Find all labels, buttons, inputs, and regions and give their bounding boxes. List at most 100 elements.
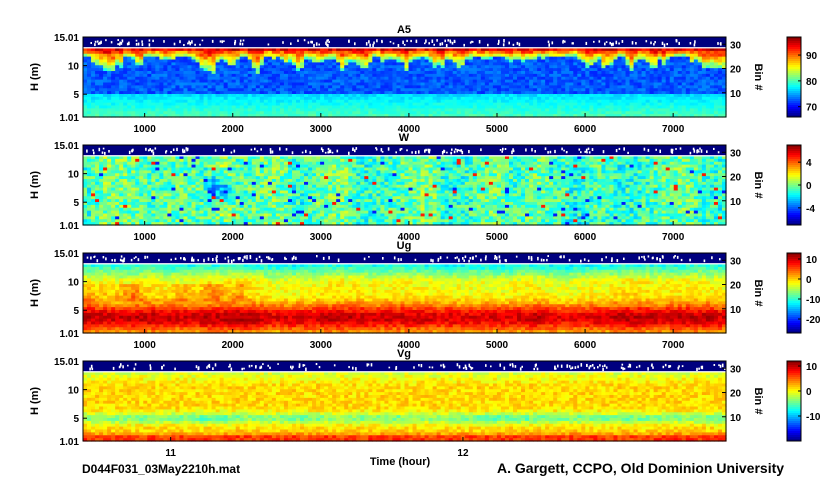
heatmap-cell <box>191 94 197 98</box>
heatmap-cell <box>235 105 241 109</box>
heatmap-cell <box>713 65 719 69</box>
heatmap-cell <box>223 222 229 226</box>
heatmap-cell <box>721 105 727 109</box>
heatmap-cell <box>231 173 237 177</box>
heatmap-cell <box>364 65 369 69</box>
heatmap-cell <box>657 53 663 58</box>
heatmap-cell <box>255 99 261 104</box>
heatmap-cell <box>625 50 631 55</box>
heatmap-cell <box>384 73 390 78</box>
heatmap-cell <box>565 50 570 55</box>
heatmap-cell <box>460 114 466 118</box>
heatmap-cell <box>171 76 177 81</box>
heatmap-cell <box>275 50 281 55</box>
heatmap-cell <box>247 50 253 55</box>
heatmap-cell <box>545 114 550 118</box>
heatmap-cell <box>400 88 406 92</box>
heatmap-cell <box>95 105 100 109</box>
heatmap-cell <box>279 62 285 66</box>
heatmap-cell <box>312 71 317 75</box>
heatmap-cell <box>211 56 217 61</box>
heatmap-cell <box>677 65 683 69</box>
heatmap-cell <box>275 71 281 75</box>
heatmap-cell <box>513 62 518 66</box>
heatmap-cell <box>717 99 723 104</box>
heatmap-cell <box>561 56 566 61</box>
heatmap-cell <box>561 59 566 63</box>
heatmap-cell <box>215 94 221 98</box>
heatmap-cell <box>167 207 173 212</box>
heatmap-cell <box>171 161 177 166</box>
heatmap-cell <box>179 50 185 55</box>
heatmap-cell <box>287 85 293 89</box>
heatmap-cell <box>203 94 209 98</box>
heatmap-cell <box>171 202 177 206</box>
heatmap-cell <box>111 105 116 109</box>
heatmap-cell <box>617 96 623 101</box>
heatmap-cell <box>500 68 506 72</box>
heatmap-cell <box>428 50 434 55</box>
heatmap-cell <box>95 204 100 209</box>
heatmap-cell <box>275 65 281 69</box>
heatmap-cell <box>428 56 434 61</box>
heatmap-cell <box>444 65 450 69</box>
heatmap-cell <box>681 96 687 101</box>
heatmap-cell <box>388 76 394 81</box>
heatmap-cell <box>328 99 333 104</box>
heatmap-cell <box>533 71 538 75</box>
heatmap-cell <box>661 114 667 118</box>
heatmap-cell <box>291 73 297 78</box>
heatmap-cell <box>251 59 257 63</box>
heatmap-cell <box>123 202 128 206</box>
heatmap-cell <box>645 79 651 84</box>
heatmap-cell <box>448 114 454 118</box>
surface-speck <box>585 41 588 45</box>
heatmap-cell <box>147 102 152 107</box>
heatmap-cell <box>143 207 148 212</box>
heatmap-cell <box>271 88 277 92</box>
heatmap-cell <box>219 102 225 107</box>
heatmap-cell <box>107 196 112 200</box>
heatmap-cell <box>219 181 225 186</box>
heatmap-cell <box>223 173 229 177</box>
heatmap-cell <box>496 73 502 78</box>
heatmap-cell <box>561 105 566 109</box>
heatmap-cell <box>585 105 590 109</box>
heatmap-cell <box>231 102 237 107</box>
heatmap-cell <box>693 94 699 98</box>
heatmap-cell <box>83 48 88 52</box>
heatmap-cell <box>689 91 695 95</box>
heatmap-cell <box>657 102 663 107</box>
heatmap-cell <box>107 59 112 63</box>
heatmap-cell <box>231 222 237 226</box>
y-axis-label: H (m) <box>29 63 41 91</box>
heatmap-cell <box>127 193 132 197</box>
heatmap-cell <box>231 99 237 104</box>
heatmap-cell <box>87 76 92 81</box>
heatmap-cell <box>432 85 438 89</box>
heatmap-cell <box>416 85 422 89</box>
heatmap-cell <box>613 91 619 95</box>
heatmap-cell <box>235 173 241 177</box>
heatmap-cell <box>597 96 603 101</box>
heatmap-cell <box>328 94 333 98</box>
heatmap-cell <box>525 79 530 84</box>
heatmap-cell <box>123 91 128 95</box>
heatmap-cell <box>697 56 703 61</box>
surface-speck <box>234 39 237 44</box>
heatmap-cell <box>283 88 289 92</box>
heatmap-cell <box>529 62 534 66</box>
heatmap-cell <box>163 99 168 104</box>
heatmap-cell <box>107 99 112 104</box>
heatmap-cell <box>203 108 209 112</box>
surface-speck <box>605 41 608 43</box>
heatmap-cell <box>360 105 365 109</box>
heatmap-cell <box>199 62 205 66</box>
heatmap-cell <box>267 73 273 78</box>
heatmap-cell <box>139 88 144 92</box>
heatmap-cell <box>123 164 128 169</box>
heatmap-cell <box>87 161 92 166</box>
heatmap-cell <box>384 48 390 52</box>
heatmap-cell <box>448 111 454 115</box>
colorbar-step <box>787 69 801 72</box>
